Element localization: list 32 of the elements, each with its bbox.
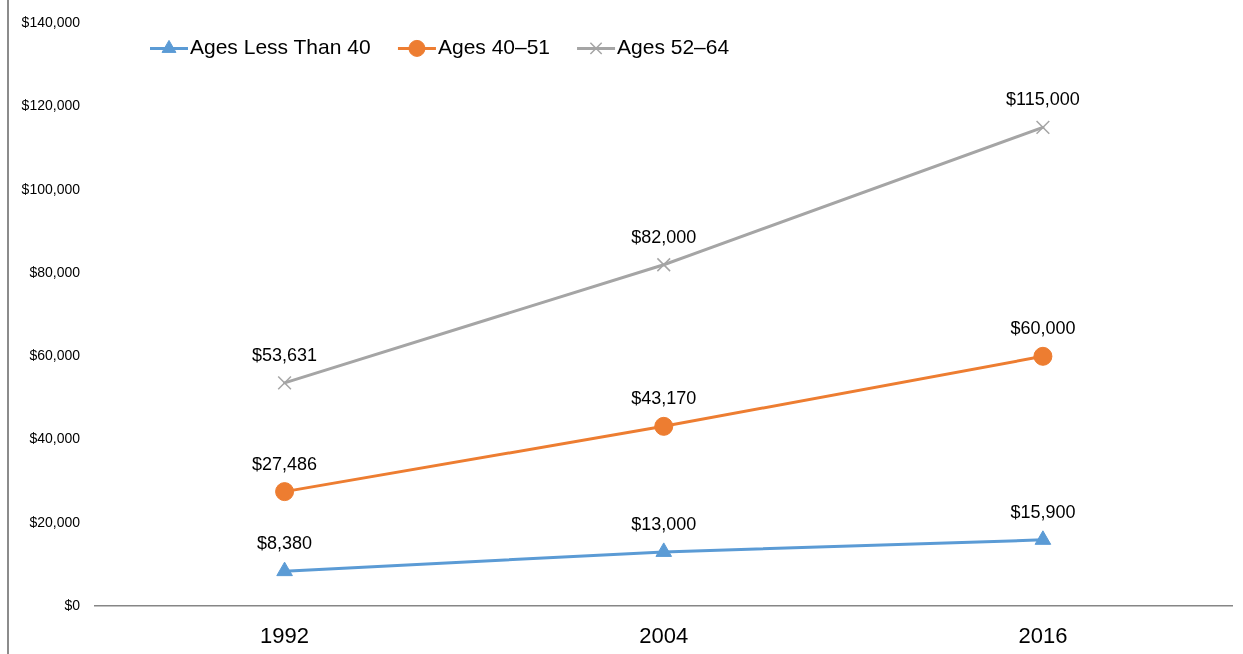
data-label: $115,000 — [1006, 89, 1080, 110]
legend-label: Ages 52–64 — [617, 35, 730, 59]
point — [277, 375, 292, 390]
point — [654, 416, 674, 436]
point — [655, 542, 673, 557]
x-tick-label: 2016 — [1018, 623, 1068, 649]
x-tick-label: 1992 — [260, 623, 310, 649]
data-label: $13,000 — [631, 513, 697, 534]
data-label: $82,000 — [631, 226, 697, 247]
data-label: $60,000 — [1010, 318, 1076, 339]
legend-label: Ages 40–51 — [437, 35, 551, 59]
point — [656, 257, 671, 272]
y-tick-label: $120,000 — [21, 97, 81, 114]
y-tick-label: $40,000 — [29, 430, 81, 447]
data-label: $53,631 — [252, 344, 318, 365]
data-label: $27,486 — [252, 453, 318, 474]
point — [275, 482, 295, 502]
y-tick-label: $20,000 — [29, 513, 81, 530]
point — [1035, 120, 1051, 135]
y-tick-label: $80,000 — [29, 263, 81, 280]
y-tick-label: $60,000 — [29, 347, 81, 364]
point — [1034, 530, 1052, 545]
y-tick-label: $140,000 — [21, 14, 81, 31]
point — [1033, 346, 1053, 366]
data-label: $8,380 — [257, 533, 313, 554]
y-tick-label: $0 — [64, 596, 81, 613]
y-tick-label: $100,000 — [21, 180, 81, 197]
data-label: $43,170 — [631, 388, 697, 409]
legend-label: Ages Less Than 40 — [190, 35, 371, 59]
data-label: $15,900 — [1010, 501, 1076, 522]
point — [276, 561, 293, 577]
x-tick-label: 2004 — [639, 623, 689, 649]
